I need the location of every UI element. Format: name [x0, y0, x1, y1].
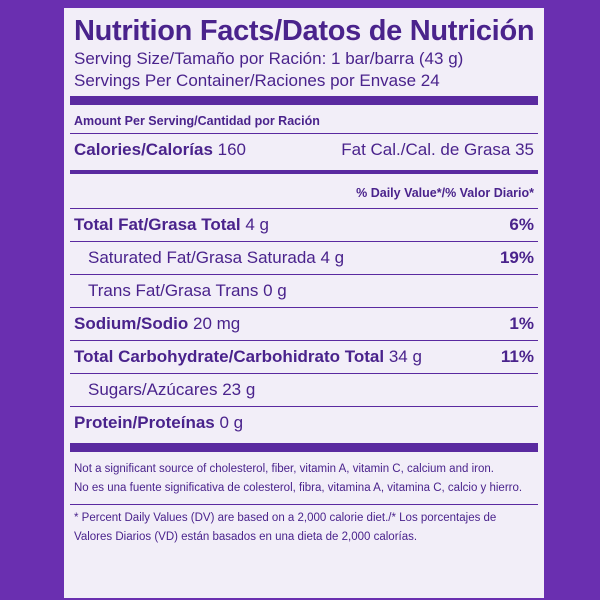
footnote: * Percent Daily Values (DV) are based on… — [74, 505, 534, 547]
nutrient-amount: 20 mg — [193, 314, 241, 333]
footnote-line-1: * Percent Daily Values (DV) are based on… — [74, 512, 497, 524]
nutrition-title: Nutrition Facts/Datos de Nutrición — [74, 15, 535, 47]
nutrient-row-trans-fat: Trans Fat/Grasa Trans 0 g — [74, 275, 534, 307]
nutrient-cell: Saturated Fat/Grasa Saturada 4 g — [88, 248, 344, 268]
nutrient-label: Total Fat/Grasa Total — [74, 215, 241, 234]
serving-size: Serving Size/Tamaño por Ración: 1 bar/ba… — [74, 49, 464, 68]
nutrient-cell: Protein/Proteínas 0 g — [74, 413, 243, 433]
nutrient-dv: 1% — [509, 314, 534, 333]
daily-value-header: % Daily Value*/% Valor Diario* — [356, 186, 534, 200]
nutrient-amount: 0 g — [263, 281, 287, 300]
servings-per-container: Servings Per Container/Raciones por Enva… — [74, 71, 440, 90]
nutrient-label: Saturated Fat/Grasa Saturada — [88, 248, 316, 267]
fat-calories: Fat Cal./Cal. de Grasa 35 — [341, 140, 534, 159]
nutrition-facts-panel: Nutrition Facts/Datos de Nutrición Servi… — [64, 8, 544, 598]
nutrient-label: Total Carbohydrate/Carbohidrato Total — [74, 347, 385, 366]
divider — [70, 208, 538, 209]
divider — [70, 307, 538, 308]
nutrient-amount: 0 g — [219, 413, 244, 432]
nutrient-row-protein: Protein/Proteínas 0 g — [74, 407, 534, 439]
calories-value: 160 — [217, 140, 247, 159]
nutrient-label: Trans Fat/Grasa Trans — [88, 281, 259, 300]
nutrient-amount: 4 g — [245, 215, 269, 234]
divider — [70, 373, 538, 374]
thick-divider — [70, 443, 538, 452]
calories-cell: Calories/Calorías 160 — [74, 140, 246, 160]
nutrient-row-sodium: Sodium/Sodio 20 mg 1% — [74, 308, 534, 340]
nutrient-row-total-fat: Total Fat/Grasa Total 4 g 6% — [74, 209, 534, 241]
calories-label: Calories/Calorías — [74, 140, 213, 159]
nutrient-dv: 19% — [499, 248, 534, 267]
nutrient-amount: 34 g — [388, 347, 422, 366]
amount-per-serving: Amount Per Serving/Cantidad por Ración — [74, 114, 320, 128]
nutrient-cell: Trans Fat/Grasa Trans 0 g — [88, 281, 287, 301]
nutrient-row-saturated-fat: Saturated Fat/Grasa Saturada 4 g 19% — [74, 242, 534, 274]
divider — [70, 241, 538, 242]
divider — [70, 504, 538, 505]
nutrient-label: Sugars/Azúcares — [88, 380, 218, 399]
nutrient-amount: 4 g — [320, 248, 345, 267]
not-significant-statement: Not a significant source of cholesterol,… — [74, 456, 534, 498]
divider — [70, 406, 538, 407]
nutrient-label: Protein/Proteínas — [74, 413, 215, 432]
nutrient-dv: 6% — [509, 215, 534, 234]
nutrient-amount: 23 g — [222, 380, 256, 399]
nutrient-row-total-carbohydrate: Total Carbohydrate/Carbohidrato Total 34… — [74, 341, 534, 373]
mid-divider — [70, 170, 538, 174]
nutrient-cell: Sugars/Azúcares 23 g — [88, 380, 255, 400]
not-significant-spanish: No es una fuente significativa de colest… — [74, 482, 523, 494]
nutrient-cell: Sodium/Sodio 20 mg — [74, 314, 240, 334]
divider — [70, 133, 538, 134]
thick-divider — [70, 96, 538, 105]
nutrient-cell: Total Carbohydrate/Carbohidrato Total 34… — [74, 347, 422, 367]
calories-row: Calories/Calorías 160 Fat Cal./Cal. de G… — [74, 134, 534, 166]
nutrient-dv: 11% — [500, 347, 534, 366]
nutrient-label: Sodium/Sodio — [74, 314, 189, 333]
nutrient-cell: Total Fat/Grasa Total 4 g — [74, 215, 269, 235]
divider — [70, 274, 538, 275]
divider — [70, 340, 538, 341]
footnote-line-2: Valores Diarios (VD) están basados en un… — [74, 531, 418, 543]
not-significant-english: Not a significant source of cholesterol,… — [74, 463, 494, 475]
nutrient-row-sugars: Sugars/Azúcares 23 g — [74, 374, 534, 406]
